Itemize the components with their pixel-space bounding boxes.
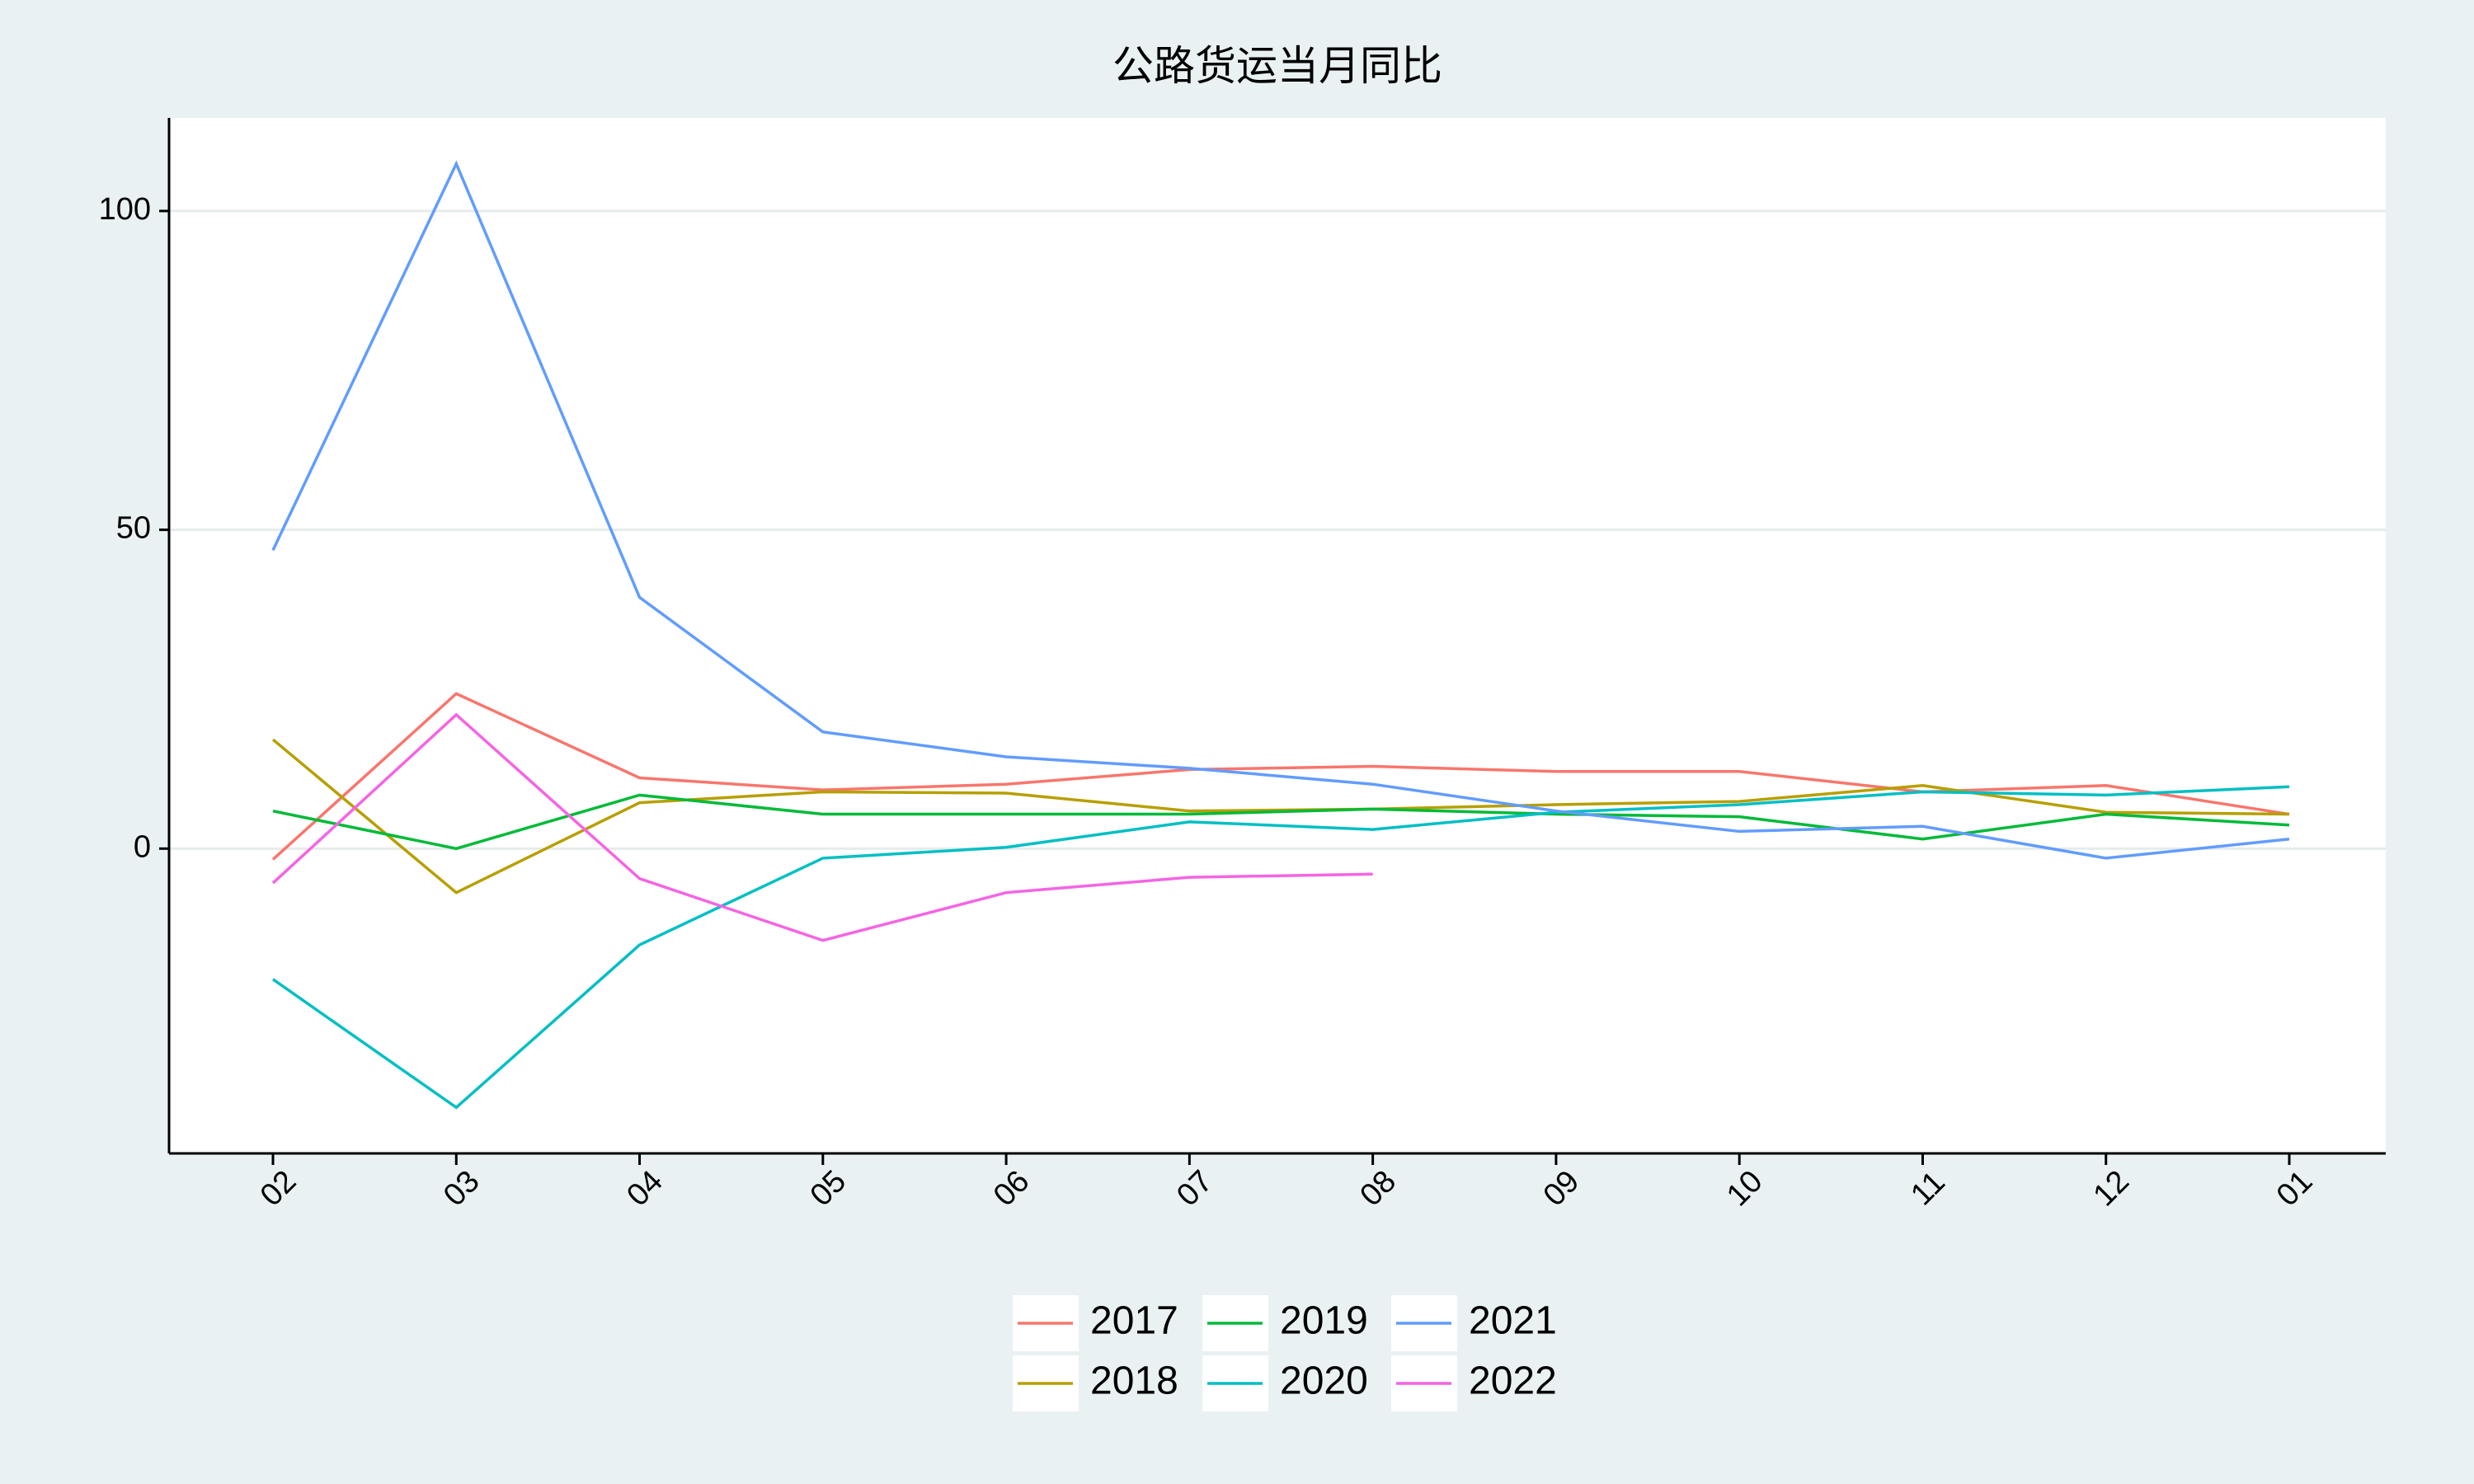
- chart-title: 公路货运当月同比: [1112, 43, 1442, 89]
- plot-area: [169, 118, 2386, 1153]
- legend-label: 2021: [1469, 1299, 1557, 1343]
- legend-label: 2020: [1280, 1360, 1368, 1403]
- line-series: [271, 738, 2290, 895]
- legend-label: 2018: [1090, 1360, 1178, 1403]
- legend-label: 2017: [1090, 1299, 1178, 1343]
- line-series: [271, 785, 2290, 1110]
- line-series: [271, 712, 1373, 942]
- line-series: [271, 160, 2290, 860]
- y-tick-label: 0: [134, 829, 151, 864]
- y-tick-label: 100: [99, 192, 151, 227]
- legend-label: 2019: [1280, 1299, 1368, 1343]
- legend-label: 2022: [1469, 1360, 1557, 1403]
- y-tick-label: 50: [116, 511, 151, 546]
- line-series: [272, 793, 2290, 851]
